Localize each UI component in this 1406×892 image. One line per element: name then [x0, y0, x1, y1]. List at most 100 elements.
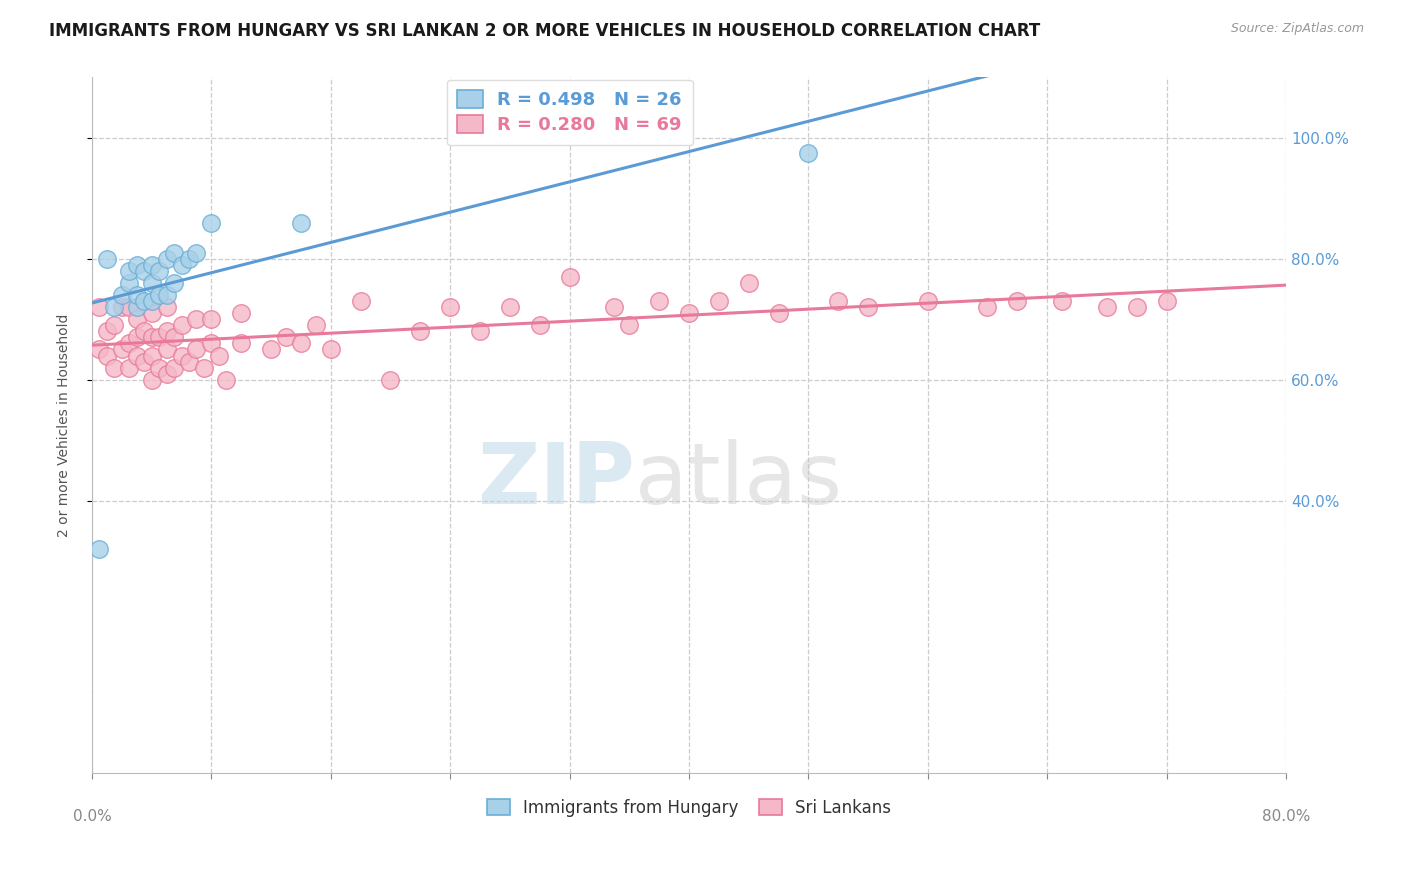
Point: [134, 294, 156, 309]
Point: [215, 373, 238, 387]
Point: [409, 324, 432, 338]
Point: [125, 288, 148, 302]
Point: [200, 215, 222, 229]
Point: [976, 300, 998, 314]
Legend: Immigrants from Hungary, Sri Lankans: Immigrants from Hungary, Sri Lankans: [479, 792, 898, 823]
Point: [89, 541, 111, 556]
Point: [111, 300, 134, 314]
Point: [177, 252, 200, 266]
Point: [193, 360, 215, 375]
Point: [111, 288, 134, 302]
Point: [141, 258, 163, 272]
Point: [231, 336, 253, 351]
Point: [156, 252, 179, 266]
Point: [89, 300, 111, 314]
Point: [156, 288, 179, 302]
Point: [103, 300, 125, 314]
Point: [558, 269, 581, 284]
Point: [380, 373, 402, 387]
Point: [125, 300, 148, 314]
Point: [141, 294, 163, 309]
Point: [125, 349, 148, 363]
Y-axis label: 2 or more Vehicles in Household: 2 or more Vehicles in Household: [58, 313, 72, 537]
Point: [170, 318, 193, 333]
Point: [468, 324, 491, 338]
Point: [148, 288, 170, 302]
Point: [177, 354, 200, 368]
Point: [603, 300, 626, 314]
Point: [200, 312, 222, 326]
Point: [319, 343, 342, 357]
Point: [141, 276, 163, 290]
Point: [499, 300, 522, 314]
Text: IMMIGRANTS FROM HUNGARY VS SRI LANKAN 2 OR MORE VEHICLES IN HOUSEHOLD CORRELATIO: IMMIGRANTS FROM HUNGARY VS SRI LANKAN 2 …: [49, 22, 1040, 40]
Point: [186, 245, 208, 260]
Text: ZIP: ZIP: [478, 439, 636, 522]
Point: [134, 264, 156, 278]
Point: [156, 300, 179, 314]
Point: [141, 349, 163, 363]
Point: [103, 318, 125, 333]
Point: [163, 330, 186, 344]
Point: [148, 360, 170, 375]
Point: [134, 354, 156, 368]
Point: [118, 360, 141, 375]
Point: [208, 349, 231, 363]
Point: [118, 276, 141, 290]
Point: [170, 349, 193, 363]
Point: [350, 294, 373, 309]
Point: [917, 294, 939, 309]
Text: 0.0%: 0.0%: [73, 809, 111, 824]
Point: [797, 146, 820, 161]
Point: [648, 294, 671, 309]
Point: [141, 306, 163, 320]
Point: [678, 306, 700, 320]
Point: [827, 294, 849, 309]
Point: [163, 245, 186, 260]
Point: [118, 264, 141, 278]
Point: [737, 276, 759, 290]
Point: [111, 343, 134, 357]
Point: [156, 367, 179, 381]
Point: [170, 258, 193, 272]
Point: [163, 276, 186, 290]
Point: [96, 324, 118, 338]
Point: [274, 330, 297, 344]
Point: [290, 215, 312, 229]
Point: [96, 252, 118, 266]
Point: [619, 318, 641, 333]
Point: [1125, 300, 1147, 314]
Point: [148, 264, 170, 278]
Point: [1050, 294, 1073, 309]
Point: [200, 336, 222, 351]
Point: [1007, 294, 1029, 309]
Point: [186, 343, 208, 357]
Point: [125, 312, 148, 326]
Point: [125, 330, 148, 344]
Point: [163, 360, 186, 375]
Point: [118, 300, 141, 314]
Point: [439, 300, 461, 314]
Point: [118, 336, 141, 351]
Point: [186, 312, 208, 326]
Point: [529, 318, 551, 333]
Point: [141, 330, 163, 344]
Point: [125, 258, 148, 272]
Point: [260, 343, 283, 357]
Point: [156, 324, 179, 338]
Point: [768, 306, 790, 320]
Point: [134, 324, 156, 338]
Point: [89, 343, 111, 357]
Text: Source: ZipAtlas.com: Source: ZipAtlas.com: [1230, 22, 1364, 36]
Point: [231, 306, 253, 320]
Text: 80.0%: 80.0%: [1261, 809, 1310, 824]
Point: [305, 318, 328, 333]
Point: [1095, 300, 1118, 314]
Point: [1156, 294, 1178, 309]
Point: [103, 360, 125, 375]
Point: [148, 330, 170, 344]
Point: [156, 343, 179, 357]
Point: [96, 349, 118, 363]
Text: atlas: atlas: [636, 439, 844, 522]
Point: [290, 336, 312, 351]
